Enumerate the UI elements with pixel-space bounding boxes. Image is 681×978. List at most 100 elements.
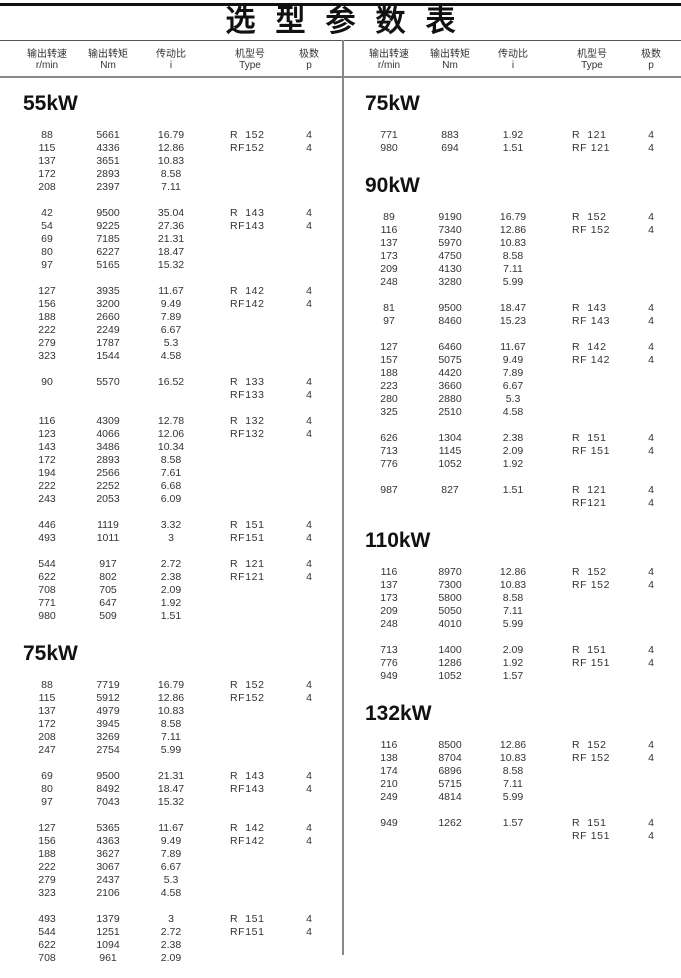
cell-poles: 4: [306, 822, 312, 834]
header-type-cn: 机型号: [235, 49, 265, 60]
cell-speed: 115: [38, 692, 56, 704]
cell-ratio: 2.72: [160, 926, 182, 938]
table-row: 194 2566 7.61: [0, 467, 340, 480]
cell-poles: 4: [648, 129, 654, 141]
table-row: 544 1251 2.72 RF151 4: [0, 926, 340, 939]
cell-poles: 4: [306, 285, 312, 297]
table-row: 138 8704 10.83 RF 152 4: [342, 752, 681, 765]
table-row: 622 1094 2.38: [0, 939, 340, 952]
cell-ratio: 11.67: [158, 285, 184, 297]
header-torque-en: Nm: [100, 60, 116, 71]
table-row: 493 1379 3 R 151 4: [0, 913, 340, 926]
cell-torque: 2510: [438, 406, 462, 418]
cell-poles: 4: [306, 835, 312, 847]
header-ratio-cn: 传动比: [498, 49, 528, 60]
table-row: 323 1544 4.58: [0, 350, 340, 363]
cell-poles: 4: [306, 558, 312, 570]
cell-ratio: 4.58: [160, 887, 182, 899]
header-ratio-cn: 传动比: [156, 49, 186, 60]
cell-torque: 1286: [438, 657, 462, 669]
cell-speed: 97: [383, 315, 395, 327]
cell-ratio: 2.38: [502, 432, 524, 444]
cell-type: RF 151: [572, 657, 611, 669]
model-group: 127 6460 11.67 R 142 4 157 5075 9.49 RF 142 4 188 4…: [342, 341, 681, 419]
header-poles-cn: 极数: [299, 49, 319, 60]
cell-speed: 137: [38, 155, 56, 167]
table-row: 279 1787 5.3: [0, 337, 340, 350]
cell-ratio: 2.09: [502, 644, 524, 656]
table-header: 输出转速 r/min 输出转矩 Nm 传动比 i 机型号 Type 极数 p: [342, 43, 681, 77]
cell-type: RF 152: [572, 752, 611, 764]
cell-speed: 80: [41, 246, 53, 258]
cell-ratio: 9.49: [160, 835, 182, 847]
cell-torque: 7043: [96, 796, 120, 808]
cell-ratio: 5.99: [160, 744, 182, 756]
cell-poles: 4: [306, 298, 312, 310]
table-row: 325 2510 4.58: [342, 406, 681, 419]
cell-ratio: 11.67: [500, 341, 526, 353]
table-row: 188 2660 7.89: [0, 311, 340, 324]
cell-poles: 4: [306, 415, 312, 427]
table-row: 776 1286 1.92 RF 151 4: [342, 657, 681, 670]
cell-speed: 248: [380, 276, 398, 288]
cell-ratio: 7.11: [161, 181, 181, 193]
cell-torque: 1052: [438, 458, 462, 470]
table-row: 116 7340 12.86 RF 152 4: [342, 224, 681, 237]
cell-poles: 4: [648, 817, 654, 829]
title-rule: [0, 40, 681, 41]
cell-speed: 116: [380, 739, 398, 751]
cell-ratio: 3.32: [160, 519, 182, 531]
table-row: 243 2053 6.09: [0, 493, 340, 506]
cell-torque: 8970: [438, 566, 462, 578]
cell-type: RF132: [230, 428, 265, 440]
cell-speed: 626: [380, 432, 398, 444]
cell-type: RF142: [230, 835, 265, 847]
table-row: 143 3486 10.34: [0, 441, 340, 454]
cell-torque: 3627: [96, 848, 120, 860]
cell-type: R 151: [572, 644, 607, 656]
cell-type: R 143: [230, 770, 265, 782]
table-row: 210 5715 7.11: [342, 778, 681, 791]
table-row: 97 8460 15.23 RF 143 4: [342, 315, 681, 328]
cell-ratio: 15.23: [499, 315, 527, 327]
cell-poles: 4: [306, 142, 312, 154]
cell-poles: 4: [648, 142, 654, 154]
table-body: 75kW 771 883 1.92 R 121 4 980 694 1.51 RF 121 4 90k…: [342, 83, 681, 856]
cell-type: R 152: [230, 129, 265, 141]
model-group: 88 7719 16.79 R 152 4 115 5912 12.86 RF152 4 137 49…: [0, 679, 340, 757]
cell-poles: 4: [306, 376, 312, 388]
cell-speed: 116: [380, 566, 398, 578]
cell-poles: 4: [648, 739, 654, 751]
cell-type: RF 143: [572, 315, 611, 327]
cell-type: RF121: [230, 571, 265, 583]
cell-speed: 713: [380, 644, 398, 656]
table-row: 622 802 2.38 RF121 4: [0, 571, 340, 584]
cell-torque: 4309: [96, 415, 120, 427]
cell-poles: 4: [306, 679, 312, 691]
table-row: 248 4010 5.99: [342, 618, 681, 631]
cell-torque: 4814: [438, 791, 462, 803]
header-poles-cn: 极数: [641, 49, 661, 60]
table-row: 156 4363 9.49 RF142 4: [0, 835, 340, 848]
cell-ratio: 7.11: [503, 263, 523, 275]
cell-ratio: 2.72: [160, 558, 182, 570]
cell-ratio: 5.3: [163, 337, 179, 349]
cell-speed: 980: [380, 142, 398, 154]
cell-speed: 54: [41, 220, 53, 232]
cell-type: RF 152: [572, 224, 611, 236]
cell-poles: 4: [306, 571, 312, 583]
cell-torque: 8460: [438, 315, 462, 327]
cell-poles: 4: [648, 657, 654, 669]
header-type-en: Type: [581, 60, 603, 71]
cell-ratio: 8.58: [502, 250, 524, 262]
cell-torque: 4336: [96, 142, 120, 154]
cell-ratio: 3: [168, 532, 174, 544]
cell-poles: 4: [648, 579, 654, 591]
header-speed-en: r/min: [35, 60, 59, 71]
cell-torque: 2397: [96, 181, 120, 193]
cell-ratio: 12.86: [499, 566, 527, 578]
table-row: 209 4130 7.11: [342, 263, 681, 276]
table-row: 223 3660 6.67: [342, 380, 681, 393]
cell-type: RF133: [230, 389, 265, 401]
cell-speed: 127: [38, 822, 56, 834]
